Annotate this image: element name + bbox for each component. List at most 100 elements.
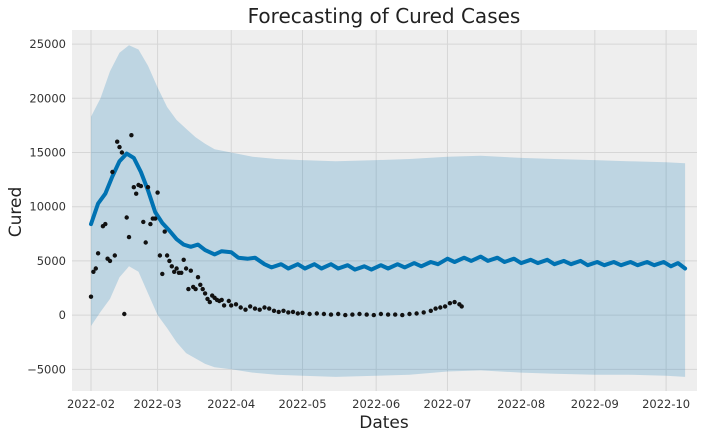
observed-point: [183, 266, 189, 271]
observed-point: [238, 305, 243, 310]
observed-point: [134, 191, 139, 196]
y-axis-ticks: −5000 0 5000 10000 15000 20000 25000: [27, 37, 66, 376]
observed-point: [350, 312, 355, 317]
y-tick-label: 5000: [37, 254, 66, 268]
observed-point: [143, 240, 148, 245]
observed-point: [262, 305, 267, 310]
observed-point: [95, 251, 101, 256]
observed-point: [103, 221, 108, 227]
y-axis-label: Cured: [6, 187, 26, 238]
x-tick-label: 2022-03: [134, 397, 182, 411]
observed-point: [179, 270, 184, 275]
observed-point: [200, 286, 205, 292]
observed-point: [172, 269, 177, 274]
observed-point: [198, 282, 203, 287]
x-tick-label: 2022-07: [423, 397, 471, 411]
observed-point: [414, 311, 419, 316]
y-tick-label: 10000: [29, 200, 66, 214]
gridlines: [72, 30, 697, 391]
plot-background: [72, 30, 697, 391]
y-tick-label: 20000: [29, 91, 66, 105]
observed-point: [307, 311, 312, 317]
observed-point: [364, 312, 369, 317]
chart-title: Forecasting of Cured Cases: [248, 4, 521, 28]
x-tick-label: 2022-08: [497, 397, 545, 411]
observed-point: [276, 309, 281, 315]
observed-point: [295, 311, 300, 316]
observed-point: [174, 266, 179, 271]
observed-point: [160, 271, 165, 277]
observed-point: [328, 312, 334, 317]
observed-point: [207, 299, 212, 305]
observed-point: [181, 257, 186, 262]
observed-point: [107, 258, 113, 264]
observed-point: [193, 286, 198, 292]
observed-point: [164, 253, 170, 258]
observed-point: [188, 268, 193, 273]
observed-point: [117, 144, 122, 150]
y-tick-label: 25000: [29, 37, 66, 51]
observed-point: [219, 297, 224, 303]
observed-point: [428, 308, 433, 313]
x-tick-label: 2022-09: [571, 397, 619, 411]
observed-point: [148, 221, 153, 227]
observed-point: [300, 310, 305, 316]
observed-point: [400, 312, 405, 318]
observed-point: [257, 307, 262, 312]
x-axis-label: Dates: [359, 413, 409, 433]
observed-point: [110, 169, 115, 175]
observed-point: [442, 304, 448, 309]
observed-point: [126, 234, 132, 240]
observed-point: [459, 304, 464, 309]
observed-point: [343, 312, 348, 318]
observed-point: [393, 312, 398, 317]
observed-point: [226, 298, 231, 304]
observed-point: [186, 286, 191, 292]
observed-point: [129, 133, 134, 138]
observed-point: [286, 310, 291, 315]
observed-point: [202, 291, 208, 296]
observed-point: [290, 309, 296, 315]
observed-point: [155, 190, 160, 195]
observed-point: [122, 311, 127, 317]
observed-point: [115, 139, 120, 144]
observed-point: [321, 311, 327, 317]
observed-point: [169, 264, 174, 269]
observed-point: [314, 311, 319, 316]
observed-point: [167, 258, 172, 264]
observed-point: [281, 308, 286, 313]
observed-point: [162, 229, 167, 234]
observed-point: [195, 275, 201, 280]
y-tick-label: −5000: [27, 362, 66, 376]
x-tick-label: 2022-02: [67, 397, 115, 411]
observed-point: [252, 306, 258, 311]
observed-points: [88, 133, 464, 318]
observed-point: [271, 308, 277, 313]
x-axis-ticks: 2022-02 2022-03 2022-04 2022-05 2022-06 2022-…: [67, 397, 690, 411]
observed-point: [452, 299, 457, 305]
observed-point: [221, 303, 227, 308]
observed-point: [112, 253, 118, 258]
observed-point: [267, 306, 272, 311]
x-tick-label: 2022-10: [642, 397, 690, 411]
observed-point: [153, 216, 158, 221]
observed-point: [229, 303, 234, 308]
observed-point: [248, 304, 253, 309]
observed-point: [131, 185, 136, 190]
x-tick-label: 2022-04: [207, 397, 255, 411]
observed-point: [447, 301, 453, 306]
observed-point: [141, 219, 146, 225]
observed-point: [91, 269, 96, 274]
observed-point: [385, 312, 391, 317]
observed-point: [433, 306, 438, 311]
x-tick-label: 2022-05: [278, 397, 326, 411]
observed-point: [119, 150, 125, 155]
observed-point: [407, 311, 412, 317]
observed-point: [205, 296, 210, 302]
observed-point: [233, 302, 239, 307]
observed-point: [88, 294, 94, 299]
observed-point: [336, 311, 341, 317]
observed-point: [157, 253, 163, 258]
